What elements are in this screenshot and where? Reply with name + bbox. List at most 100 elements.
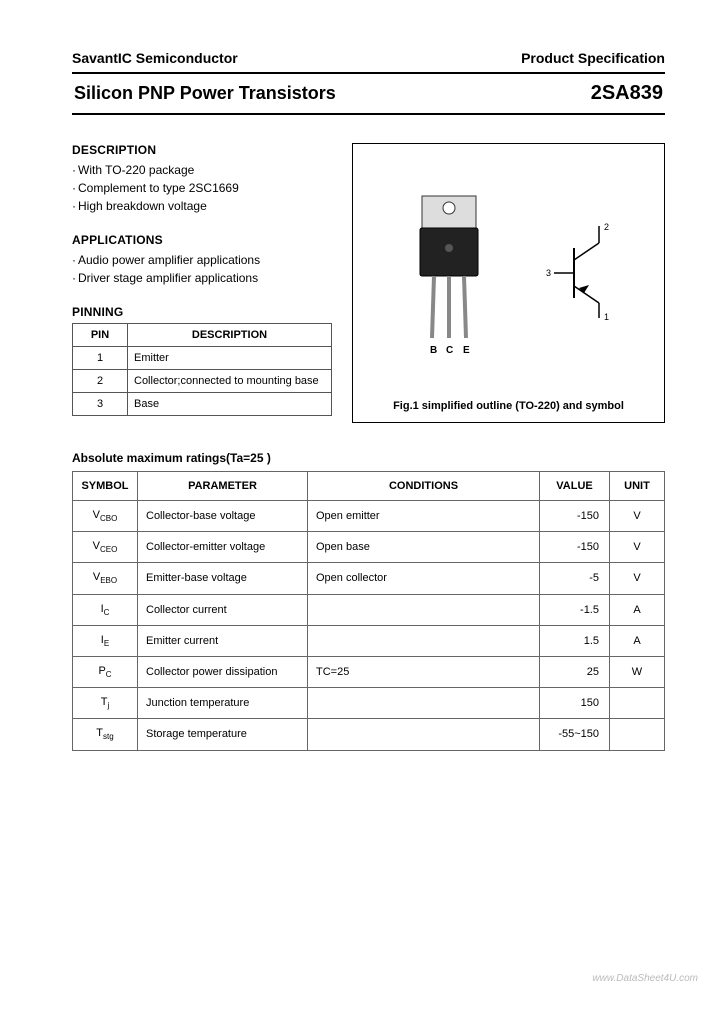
table-row: ICCollector current -1.5A xyxy=(73,594,665,625)
desc-item: Complement to type 2SC1669 xyxy=(72,179,332,197)
pin-label-b: B xyxy=(430,345,437,356)
left-column: DESCRIPTION With TO-220 package Compleme… xyxy=(72,143,332,423)
pin-label-e: E xyxy=(463,345,470,356)
col-parameter: PARAMETER xyxy=(138,472,308,501)
pin-num: 2 xyxy=(73,370,128,393)
figure-box: B C E 2 1 3 Fig.1 simplified outl xyxy=(352,143,665,423)
rating-value: -150 xyxy=(540,501,610,532)
rating-unit xyxy=(610,719,665,750)
rating-symbol: IE xyxy=(73,625,138,656)
col-unit: UNIT xyxy=(610,472,665,501)
applications-heading: APPLICATIONS xyxy=(72,233,332,247)
desc-col-header: DESCRIPTION xyxy=(128,324,332,347)
product-family: Silicon PNP Power Transistors xyxy=(74,83,336,104)
package-outline-icon: B C E xyxy=(394,188,504,358)
table-row: 2 Collector;connected to mounting base xyxy=(73,370,332,393)
rating-unit: V xyxy=(610,501,665,532)
table-row: IEEmitter current 1.5A xyxy=(73,625,665,656)
pin-desc: Emitter xyxy=(128,347,332,370)
sym-label-3: 3 xyxy=(546,268,551,278)
upper-section: DESCRIPTION With TO-220 package Compleme… xyxy=(72,143,665,423)
rating-condition: Open base xyxy=(308,532,540,563)
rating-parameter: Collector power dissipation xyxy=(138,656,308,687)
figure-content: B C E 2 1 3 xyxy=(353,162,664,384)
pin-desc: Collector;connected to mounting base xyxy=(128,370,332,393)
ratings-table: SYMBOL PARAMETER CONDITIONS VALUE UNIT V… xyxy=(72,471,665,751)
company-name: SavantIC Semiconductor xyxy=(72,50,238,66)
table-row: VEBOEmitter-base voltageOpen collector-5… xyxy=(73,563,665,594)
rating-condition: Open collector xyxy=(308,563,540,594)
pin-desc: Base xyxy=(128,393,332,416)
table-row: 3 Base xyxy=(73,393,332,416)
table-row: TstgStorage temperature -55~150 xyxy=(73,719,665,750)
title-rule xyxy=(72,113,665,115)
pinning-table: PIN DESCRIPTION 1 Emitter 2 Collector;co… xyxy=(72,323,332,416)
table-header-row: PIN DESCRIPTION xyxy=(73,324,332,347)
title-bar: Silicon PNP Power Transistors 2SA839 xyxy=(72,74,665,109)
rating-symbol: VCBO xyxy=(73,501,138,532)
description-list: With TO-220 package Complement to type 2… xyxy=(72,161,332,215)
rating-value: -5 xyxy=(540,563,610,594)
rating-parameter: Emitter current xyxy=(138,625,308,656)
rating-symbol: IC xyxy=(73,594,138,625)
rating-unit: W xyxy=(610,656,665,687)
rating-condition xyxy=(308,625,540,656)
rating-parameter: Emitter-base voltage xyxy=(138,563,308,594)
rating-symbol: VEBO xyxy=(73,563,138,594)
pin-label-c: C xyxy=(446,345,453,356)
rating-condition xyxy=(308,594,540,625)
rating-symbol: Tj xyxy=(73,688,138,719)
sym-label-1: 1 xyxy=(604,312,609,322)
page-header: SavantIC Semiconductor Product Specifica… xyxy=(72,50,665,66)
applications-list: Audio power amplifier applications Drive… xyxy=(72,251,332,287)
part-number: 2SA839 xyxy=(591,82,663,105)
sym-label-2: 2 xyxy=(604,222,609,232)
rating-value: 25 xyxy=(540,656,610,687)
desc-item: With TO-220 package xyxy=(72,161,332,179)
table-row: VCEOCollector-emitter voltageOpen base-1… xyxy=(73,532,665,563)
table-row: TjJunction temperature 150 xyxy=(73,688,665,719)
col-symbol: SYMBOL xyxy=(73,472,138,501)
rating-condition: TC=25 xyxy=(308,656,540,687)
rating-parameter: Collector current xyxy=(138,594,308,625)
rating-condition xyxy=(308,719,540,750)
doc-type: Product Specification xyxy=(521,50,665,66)
pinning-heading: PINNING xyxy=(72,305,332,319)
rating-unit: V xyxy=(610,532,665,563)
rating-unit: V xyxy=(610,563,665,594)
figure-caption: Fig.1 simplified outline (TO-220) and sy… xyxy=(353,400,664,412)
description-heading: DESCRIPTION xyxy=(72,143,332,157)
app-item: Audio power amplifier applications xyxy=(72,251,332,269)
rating-parameter: Junction temperature xyxy=(138,688,308,719)
rating-symbol: PC xyxy=(73,656,138,687)
rating-symbol: VCEO xyxy=(73,532,138,563)
rating-unit xyxy=(610,688,665,719)
pin-col-header: PIN xyxy=(73,324,128,347)
watermark: www.DataSheet4U.com xyxy=(592,973,698,984)
table-row: PCCollector power dissipationTC=2525W xyxy=(73,656,665,687)
rating-value: -1.5 xyxy=(540,594,610,625)
rating-unit: A xyxy=(610,625,665,656)
rating-parameter: Collector-base voltage xyxy=(138,501,308,532)
rating-value: 150 xyxy=(540,688,610,719)
rating-value: -150 xyxy=(540,532,610,563)
table-header-row: SYMBOL PARAMETER CONDITIONS VALUE UNIT xyxy=(73,472,665,501)
pin-num: 3 xyxy=(73,393,128,416)
table-row: 1 Emitter xyxy=(73,347,332,370)
transistor-symbol-icon: 2 1 3 xyxy=(544,218,624,328)
rating-condition xyxy=(308,688,540,719)
rating-parameter: Storage temperature xyxy=(138,719,308,750)
table-row: VCBOCollector-base voltageOpen emitter-1… xyxy=(73,501,665,532)
col-value: VALUE xyxy=(540,472,610,501)
datasheet-page: SavantIC Semiconductor Product Specifica… xyxy=(0,0,720,751)
rating-symbol: Tstg xyxy=(73,719,138,750)
pin-num: 1 xyxy=(73,347,128,370)
col-conditions: CONDITIONS xyxy=(308,472,540,501)
rating-value: 1.5 xyxy=(540,625,610,656)
ratings-heading: Absolute maximum ratings(Ta=25 ) xyxy=(72,451,665,465)
rating-unit: A xyxy=(610,594,665,625)
rating-condition: Open emitter xyxy=(308,501,540,532)
desc-item: High breakdown voltage xyxy=(72,197,332,215)
app-item: Driver stage amplifier applications xyxy=(72,269,332,287)
rating-value: -55~150 xyxy=(540,719,610,750)
